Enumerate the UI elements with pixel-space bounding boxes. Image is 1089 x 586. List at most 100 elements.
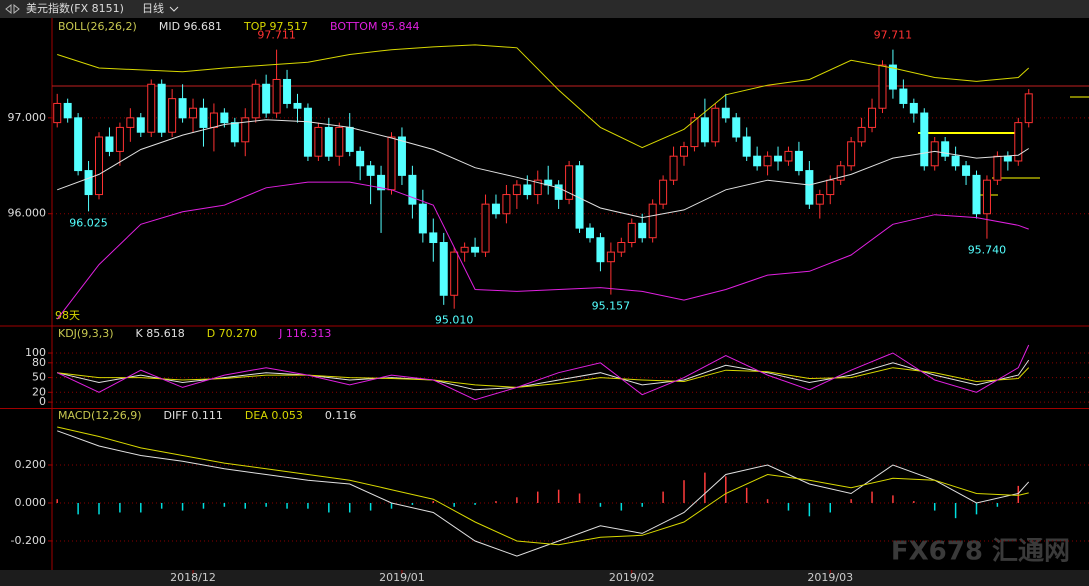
legend-item: 0.116	[325, 409, 357, 422]
y-tick-label: -0.200	[11, 534, 46, 547]
indicator-line	[57, 426, 1029, 546]
candle-body	[74, 117, 83, 172]
candle-body	[460, 246, 469, 253]
candle-body	[774, 155, 783, 162]
price-annotation: 97.711	[874, 29, 913, 42]
candle-body	[335, 126, 344, 157]
candle-body	[408, 174, 417, 205]
y-tick-label: 97.000	[8, 111, 47, 124]
candle-body	[481, 203, 490, 253]
period-selector[interactable]: 日线	[142, 1, 164, 15]
legend-item: K 85.618	[136, 327, 185, 340]
legend-item: MID 96.681	[159, 20, 222, 33]
candle-body	[857, 126, 866, 143]
candle-body	[345, 126, 354, 152]
candle-body	[471, 246, 480, 253]
candle-body	[909, 102, 918, 114]
candle-body	[512, 184, 521, 196]
period-note: 98天	[55, 309, 80, 322]
candle-body	[220, 112, 229, 124]
candle-body	[356, 150, 365, 167]
candle-body	[1014, 122, 1023, 162]
candle-body	[387, 136, 396, 191]
candle-body	[314, 126, 323, 157]
candle-body	[669, 155, 678, 181]
candle-body	[115, 126, 124, 152]
candle-body	[899, 88, 908, 104]
candle-body	[690, 117, 699, 148]
candle-body	[502, 194, 511, 215]
x-tick-label: 2019/02	[609, 571, 655, 584]
candle-body	[324, 126, 333, 157]
x-tick-label: 2019/01	[379, 571, 425, 584]
dropdown-icon[interactable]	[169, 6, 179, 12]
candle-body	[784, 150, 793, 162]
title-bar	[0, 0, 1089, 18]
candle-body	[742, 136, 751, 157]
y-tick-label: 96.000	[8, 207, 47, 220]
y-tick-label: 0	[39, 395, 46, 408]
watermark: FX678 汇通网	[891, 537, 1070, 567]
candle-body	[721, 107, 730, 119]
y-tick-label: 0.200	[15, 458, 47, 471]
candle-body	[794, 150, 803, 172]
candle-body	[1003, 155, 1012, 162]
price-annotation: 95.010	[435, 314, 474, 327]
symbol-title: 美元指数(FX 8151)	[26, 1, 124, 15]
candle-body	[418, 203, 427, 234]
legend-item: TOP 97.517	[243, 20, 308, 33]
candle-body	[95, 136, 104, 196]
indicator-line	[57, 359, 1030, 391]
candle-body	[105, 136, 114, 152]
x-tick-label: 2019/03	[807, 571, 853, 584]
candle-body	[262, 83, 271, 114]
candle-body	[293, 102, 302, 109]
candle-body	[377, 174, 386, 191]
candle-body	[199, 107, 208, 128]
candle-body	[972, 174, 981, 215]
candle-body	[826, 179, 835, 196]
legend-item: BOTTOM 95.844	[330, 20, 419, 33]
candle-body	[711, 107, 720, 143]
candle-body	[136, 117, 145, 133]
candle-body	[565, 165, 574, 200]
candle-body	[63, 102, 72, 119]
time-axis-bar	[0, 570, 1089, 586]
candle-body	[627, 222, 636, 244]
candle-body	[648, 203, 657, 239]
y-tick-label: 20	[32, 385, 46, 398]
candle-body	[366, 165, 375, 176]
candle-body	[53, 102, 62, 124]
legend-item: J 116.313	[278, 327, 331, 340]
candle-body	[283, 78, 292, 104]
candle-body	[847, 141, 856, 167]
candle-body	[523, 184, 532, 196]
candle-body	[533, 179, 542, 196]
candle-body	[84, 170, 93, 196]
candle-body	[815, 194, 824, 205]
y-tick-label: 80	[32, 356, 46, 369]
candle-body	[272, 78, 281, 114]
candle-body	[230, 122, 239, 143]
candle-body	[763, 155, 772, 167]
legend-item: D 70.270	[207, 327, 257, 340]
candle-body	[638, 222, 647, 239]
candle-body	[962, 165, 971, 176]
candle-body	[397, 136, 406, 176]
candle-body	[303, 107, 312, 157]
candle-body	[439, 242, 448, 296]
candle-body	[585, 227, 594, 239]
candle-body	[554, 184, 563, 200]
indicator-line	[57, 367, 1030, 388]
nav-icon[interactable]	[5, 3, 20, 15]
candle-body	[680, 146, 689, 157]
candle-body	[700, 117, 709, 143]
indicator-line	[57, 44, 1030, 149]
candle-body	[1024, 93, 1033, 124]
candle-body	[429, 232, 438, 244]
candle-body	[888, 64, 897, 90]
indicator-line	[57, 119, 1029, 219]
price-annotation: 95.157	[592, 300, 631, 313]
